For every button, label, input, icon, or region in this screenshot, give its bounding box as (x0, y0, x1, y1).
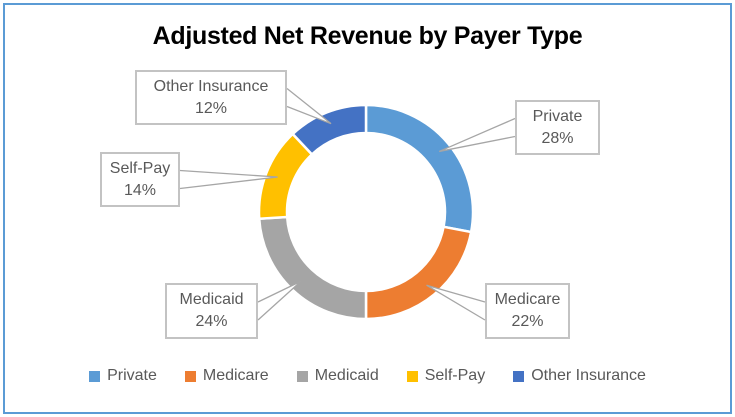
leader-line-medicare (426, 284, 486, 321)
legend: Private Medicare Medicaid Self-Pay Other Ins… (0, 367, 735, 385)
chart-title: Adjusted Net Revenue by Payer Type (152, 22, 583, 50)
legend-item-self-pay: Self-Pay (406, 367, 486, 385)
legend-swatch-self-pay (406, 370, 418, 382)
donut-slice-private (364, 103, 475, 234)
data-label-category: Medicare (494, 291, 561, 308)
data-label-medicaid: Medicaid 24% (165, 283, 258, 339)
legend-swatch-medicaid (296, 370, 308, 382)
data-label-category: Medicaid (179, 291, 244, 308)
leader-line-other-insurance (286, 87, 332, 125)
data-label-value: 14% (123, 181, 157, 199)
legend-swatch-medicare (184, 370, 196, 382)
data-label-value: 28% (541, 129, 574, 147)
legend-swatch-other-insurance (513, 370, 525, 382)
legend-label: Self-Pay (424, 367, 486, 384)
leader-line-medicaid (257, 280, 302, 321)
legend-label: Private (107, 367, 157, 384)
legend-item-private: Private (89, 367, 157, 385)
data-label-private: Private 28% (515, 100, 600, 155)
legend-item-medicaid: Medicaid (296, 367, 379, 385)
donut-slice-medicaid (257, 215, 368, 321)
legend-item-other-insurance: Other Insurance (513, 367, 646, 385)
data-label-value: 22% (511, 313, 544, 330)
chart-border (3, 3, 732, 414)
donut-slice-self-pay (257, 132, 314, 221)
data-label-other-insurance: Other Insurance 12% (135, 70, 287, 125)
data-label-medicare: Medicare 22% (485, 283, 570, 339)
leader-line-self-pay (179, 169, 278, 190)
data-label-value: 12% (194, 99, 228, 117)
donut-slice-other-insurance (290, 103, 368, 157)
leader-line-private (438, 117, 516, 153)
data-label-category: Self-Pay (109, 159, 171, 177)
legend-swatch-private (89, 370, 101, 382)
data-label-self-pay: Self-Pay 14% (100, 152, 180, 207)
legend-label: Medicare (202, 367, 269, 384)
data-label-category: Other Insurance (153, 77, 269, 95)
data-label-category: Private (532, 107, 583, 125)
legend-label: Other Insurance (531, 367, 646, 384)
legend-label: Medicaid (314, 367, 379, 384)
data-label-value: 24% (195, 313, 228, 330)
legend-item-medicare: Medicare (184, 367, 269, 385)
donut-slice-medicare (364, 225, 473, 321)
